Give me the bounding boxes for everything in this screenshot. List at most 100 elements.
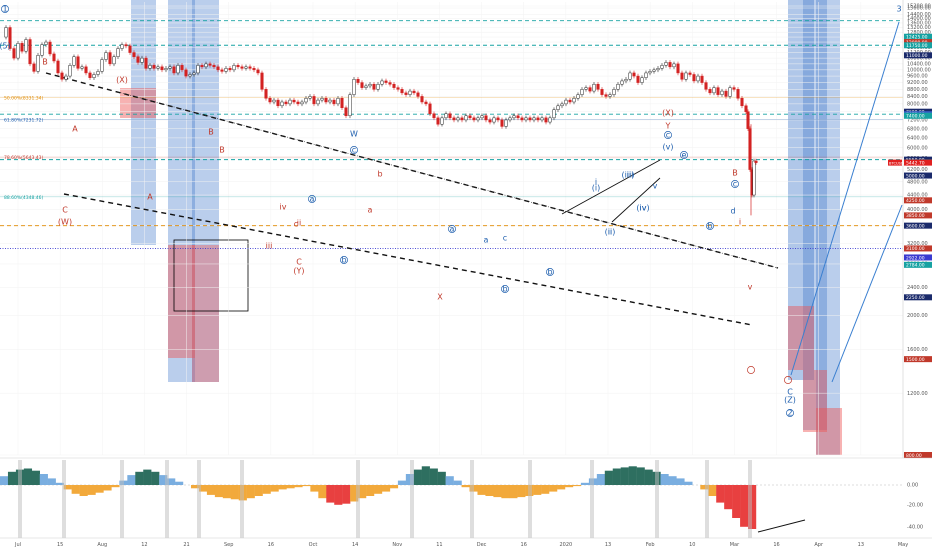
price-box-label: 7400.00 — [906, 114, 925, 120]
osc-bar — [39, 474, 48, 485]
candle-body — [496, 117, 500, 121]
candle-body — [676, 63, 680, 74]
price-box-label: 3850.00 — [906, 213, 925, 219]
price-tick-label: 12800.00 — [907, 30, 931, 36]
candle-body — [364, 85, 368, 88]
candle-body — [288, 99, 292, 105]
wave-label: (X) — [116, 76, 128, 85]
candle-body — [324, 98, 328, 103]
time-tick-label: Feb — [646, 542, 655, 548]
candle-body — [384, 80, 388, 83]
candle-body — [144, 57, 148, 69]
candle-body — [124, 44, 128, 47]
fib-label: 78.60%(5643.43) — [4, 155, 44, 161]
candle-body — [340, 98, 344, 108]
candle-body — [296, 101, 300, 105]
candle-body — [60, 72, 64, 80]
candle-body — [508, 117, 512, 121]
highlight-zone — [120, 88, 156, 118]
osc-bar — [405, 474, 415, 485]
symbol-tag-bg — [888, 159, 902, 166]
wave-circle — [501, 285, 509, 293]
wave-label: B — [208, 128, 214, 137]
wave-label: A — [147, 193, 153, 202]
price-box — [904, 294, 932, 301]
candle-body — [232, 65, 236, 71]
price-tick-label: 3200.00 — [907, 241, 928, 247]
time-tick-label: Dec — [477, 542, 487, 548]
price-tick-label: 6400.00 — [907, 136, 928, 142]
candle-body — [640, 77, 644, 83]
candle-body — [604, 94, 608, 97]
candle-body — [704, 82, 708, 90]
candle-body — [28, 39, 32, 65]
osc-bar — [541, 485, 550, 494]
osc-separator — [18, 460, 22, 538]
price-tick-label: 13600.00 — [907, 21, 931, 27]
candle-body — [320, 98, 324, 101]
osc-bar — [636, 467, 645, 485]
axis-bg — [903, 0, 932, 458]
candle-body — [128, 45, 132, 53]
candle-body — [448, 113, 452, 119]
osc-bar — [517, 485, 526, 498]
price-tick-label: 9200.00 — [907, 80, 928, 86]
wave-label: b — [547, 268, 552, 277]
candle-body — [416, 92, 420, 97]
osc-bar — [628, 466, 637, 485]
price-box-label: 2922.00 — [906, 255, 925, 261]
candle-body — [220, 69, 224, 72]
wedge-line — [561, 159, 661, 215]
wave-label: ii — [297, 219, 301, 228]
projection-arrow — [831, 204, 903, 383]
candle-body — [56, 60, 60, 74]
price-box-label: 2784.00 — [906, 263, 925, 269]
price-tick-label: 15200.00 — [907, 4, 931, 10]
candle-body — [40, 44, 44, 56]
time-tick-label: 10 — [689, 542, 695, 548]
candle-body — [312, 96, 316, 105]
osc-axis-label: -40.00 — [907, 525, 923, 531]
candle-body — [500, 119, 504, 127]
candle-body — [172, 66, 176, 74]
highlight-zone — [131, 0, 156, 245]
candle-body — [4, 27, 8, 38]
price-box — [904, 112, 932, 119]
candle-body — [356, 79, 360, 83]
time-tick-label: 15 — [57, 542, 63, 548]
price-tick-label: 4000.00 — [907, 207, 928, 213]
candle-body — [268, 98, 272, 103]
price-box-label: 11750.00 — [906, 43, 928, 49]
price-box — [904, 356, 932, 363]
osc-bar — [429, 468, 438, 485]
price-box-label: 5000.00 — [906, 173, 925, 179]
candle-body — [396, 87, 400, 90]
wave-label: d — [730, 207, 735, 216]
candle-body — [444, 113, 448, 119]
candle-body — [72, 56, 76, 66]
osc-bar — [206, 485, 216, 495]
osc-bar — [740, 485, 749, 527]
wave-label: c — [503, 234, 507, 243]
osc-bar — [0, 476, 9, 485]
candle-body — [532, 117, 536, 121]
highlight-zone — [788, 0, 814, 380]
osc-bar — [708, 485, 717, 496]
candle-body — [568, 99, 572, 103]
wedge-line — [611, 177, 661, 223]
candle-body — [152, 65, 156, 69]
osc-axis-label: 0.00 — [907, 483, 918, 489]
candle-body — [596, 83, 600, 90]
candle-body — [16, 43, 20, 59]
candle-body — [620, 80, 624, 85]
osc-bar — [23, 468, 33, 485]
osc-separator — [410, 460, 414, 538]
wave-label: iv — [640, 204, 647, 213]
highlight-zone — [803, 370, 827, 432]
osc-bar — [421, 466, 430, 485]
candle-body — [292, 99, 296, 103]
wave-label: (v) — [663, 143, 674, 152]
wave-label: (ii) — [605, 228, 616, 237]
candle-body — [592, 83, 596, 92]
